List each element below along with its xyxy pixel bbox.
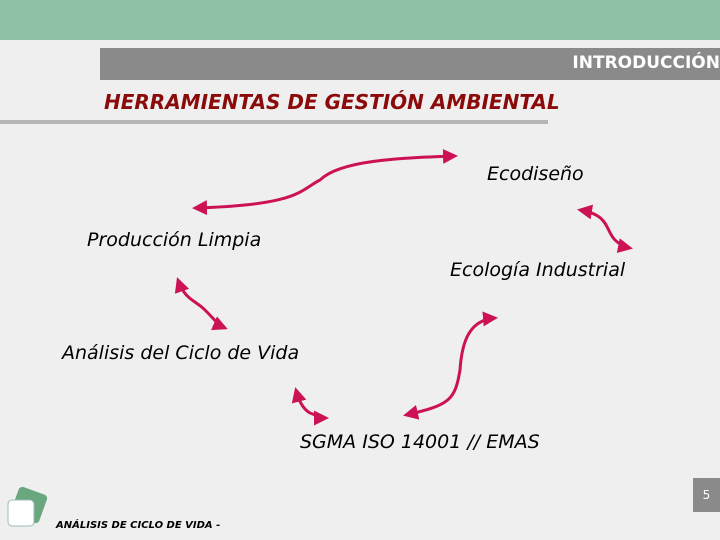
node-label: Ecología Industrial	[450, 259, 626, 281]
footer-text: ANÁLISIS DE CICLO DE VIDA -	[56, 520, 221, 531]
arrow	[174, 277, 228, 331]
page-number: 5	[702, 488, 711, 502]
node-label: Producción Limpia	[87, 229, 262, 251]
arrow	[192, 148, 458, 216]
top-band	[0, 0, 720, 40]
logo	[7, 486, 48, 527]
node-label: SGMA ISO 14001 // EMAS	[300, 431, 540, 453]
slide-title: HERRAMIENTAS DE GESTIÓN AMBIENTAL	[104, 90, 560, 114]
node-label: Análisis del Ciclo de Vida	[62, 342, 300, 364]
arrow	[403, 311, 498, 420]
section-bar	[100, 48, 720, 80]
page-box	[693, 478, 720, 512]
arrow	[291, 387, 329, 426]
section-label: INTRODUCCIÓN	[572, 53, 720, 73]
node-label: Ecodiseño	[487, 163, 584, 185]
arrow	[577, 204, 633, 253]
title-rule	[0, 120, 548, 124]
